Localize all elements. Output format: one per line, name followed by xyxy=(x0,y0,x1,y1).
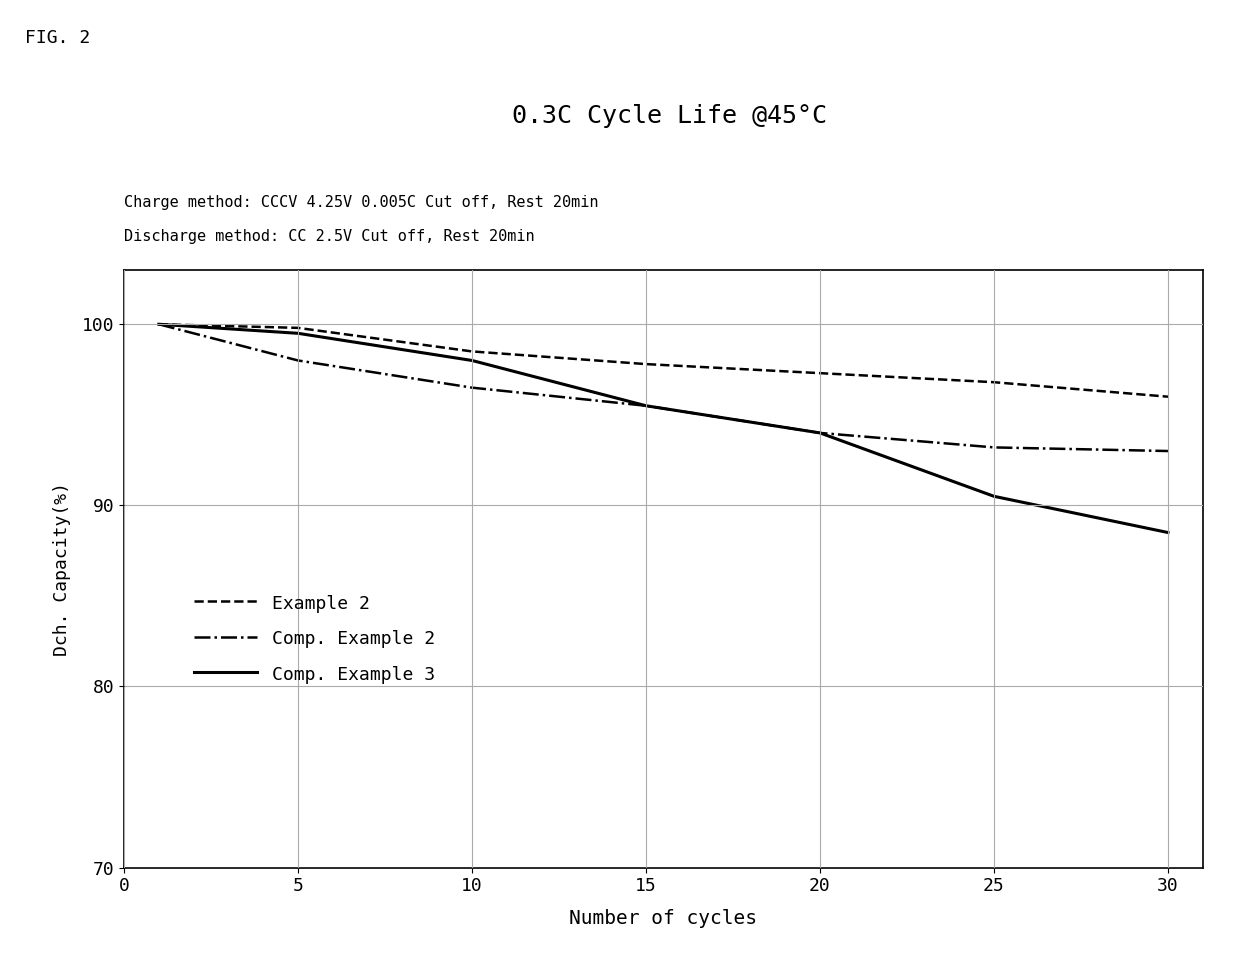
Text: Discharge method: CC 2.5V Cut off, Rest 20min: Discharge method: CC 2.5V Cut off, Rest … xyxy=(124,228,534,244)
Text: FIG. 2: FIG. 2 xyxy=(25,29,91,47)
Line: Comp. Example 3: Comp. Example 3 xyxy=(159,324,1168,532)
Example 2 xyxy=(639,359,653,370)
Comp. Example 2 xyxy=(465,382,480,393)
Comp. Example 3 xyxy=(812,427,827,439)
Comp. Example 3 xyxy=(639,400,653,412)
Example 2 xyxy=(987,376,1002,388)
Line: Example 2: Example 2 xyxy=(159,324,1168,397)
Y-axis label: Dch. Capacity(%): Dch. Capacity(%) xyxy=(52,482,71,656)
Legend: Example 2, Comp. Example 2, Comp. Example 3: Example 2, Comp. Example 2, Comp. Exampl… xyxy=(187,586,443,691)
Comp. Example 2 xyxy=(151,318,166,330)
Example 2 xyxy=(812,367,827,379)
Comp. Example 2 xyxy=(290,355,305,366)
Comp. Example 2 xyxy=(639,400,653,412)
Example 2 xyxy=(465,346,480,358)
Comp. Example 3 xyxy=(151,318,166,330)
X-axis label: Number of cycles: Number of cycles xyxy=(569,909,758,928)
Comp. Example 2 xyxy=(987,442,1002,453)
Comp. Example 3 xyxy=(290,328,305,339)
Example 2 xyxy=(1161,391,1176,403)
Comp. Example 2 xyxy=(812,427,827,439)
Comp. Example 3 xyxy=(1161,526,1176,538)
Comp. Example 3 xyxy=(987,491,1002,502)
Comp. Example 3 xyxy=(465,355,480,366)
Text: 0.3C Cycle Life @45°C: 0.3C Cycle Life @45°C xyxy=(512,104,827,127)
Text: Charge method: CCCV 4.25V 0.005C Cut off, Rest 20min: Charge method: CCCV 4.25V 0.005C Cut off… xyxy=(124,195,599,210)
Example 2 xyxy=(290,322,305,334)
Line: Comp. Example 2: Comp. Example 2 xyxy=(159,324,1168,451)
Comp. Example 2 xyxy=(1161,445,1176,457)
Example 2 xyxy=(151,318,166,330)
